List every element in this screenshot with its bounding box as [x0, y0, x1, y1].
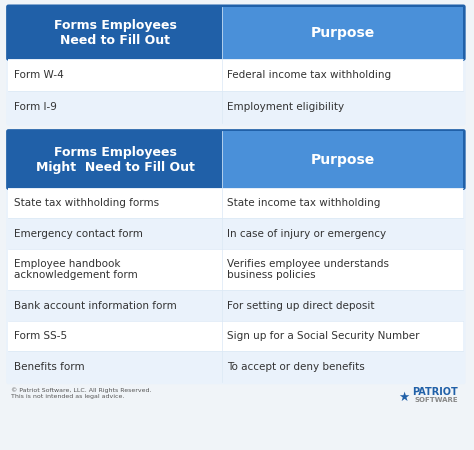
Text: Purpose: Purpose	[310, 153, 374, 166]
Text: Forms Employees
Need to Fill Out: Forms Employees Need to Fill Out	[54, 18, 176, 47]
Text: Form W-4: Form W-4	[14, 70, 64, 80]
Bar	[9, 290, 463, 321]
Text: © Patriot Software, LLC. All Rights Reserved.
This is not intended as legal advi: © Patriot Software, LLC. All Rights Rese…	[11, 387, 151, 399]
Bar	[222, 7, 463, 58]
Text: Emergency contact form: Emergency contact form	[14, 229, 143, 238]
Bar	[9, 58, 463, 91]
Text: PATRIOT: PATRIOT	[412, 387, 457, 397]
FancyBboxPatch shape	[6, 4, 465, 126]
Text: In case of injury or emergency: In case of injury or emergency	[228, 229, 386, 238]
Bar	[9, 321, 463, 351]
Text: Verifies employee understands
business policies: Verifies employee understands business p…	[228, 259, 390, 280]
Text: Benefits form: Benefits form	[14, 362, 85, 372]
Text: Forms Employees
Might  Need to Fill Out: Forms Employees Might Need to Fill Out	[36, 145, 194, 174]
Text: Purpose: Purpose	[310, 26, 374, 40]
Bar	[9, 188, 463, 218]
Text: Form I-9: Form I-9	[14, 102, 57, 112]
Text: State income tax withholding: State income tax withholding	[228, 198, 381, 208]
Text: Federal income tax withholding: Federal income tax withholding	[228, 70, 392, 80]
Text: Employee handbook
acknowledgement form: Employee handbook acknowledgement form	[14, 259, 138, 280]
Text: For setting up direct deposit: For setting up direct deposit	[228, 301, 375, 310]
Text: To accept or deny benefits: To accept or deny benefits	[228, 362, 365, 372]
Bar	[9, 91, 463, 123]
Text: SOFTWARE: SOFTWARE	[414, 397, 457, 403]
Text: ★: ★	[399, 391, 410, 404]
Bar	[9, 249, 463, 290]
FancyBboxPatch shape	[6, 4, 465, 61]
FancyBboxPatch shape	[6, 129, 465, 384]
Text: Sign up for a Social Security Number: Sign up for a Social Security Number	[228, 331, 420, 341]
Text: State tax withholding forms: State tax withholding forms	[14, 198, 159, 208]
Text: Employment eligibility: Employment eligibility	[228, 102, 345, 112]
Bar	[9, 218, 463, 249]
Bar	[222, 131, 463, 188]
FancyBboxPatch shape	[6, 129, 465, 190]
Text: Bank account information form: Bank account information form	[14, 301, 177, 310]
Text: Form SS-5: Form SS-5	[14, 331, 67, 341]
Bar	[9, 351, 463, 382]
